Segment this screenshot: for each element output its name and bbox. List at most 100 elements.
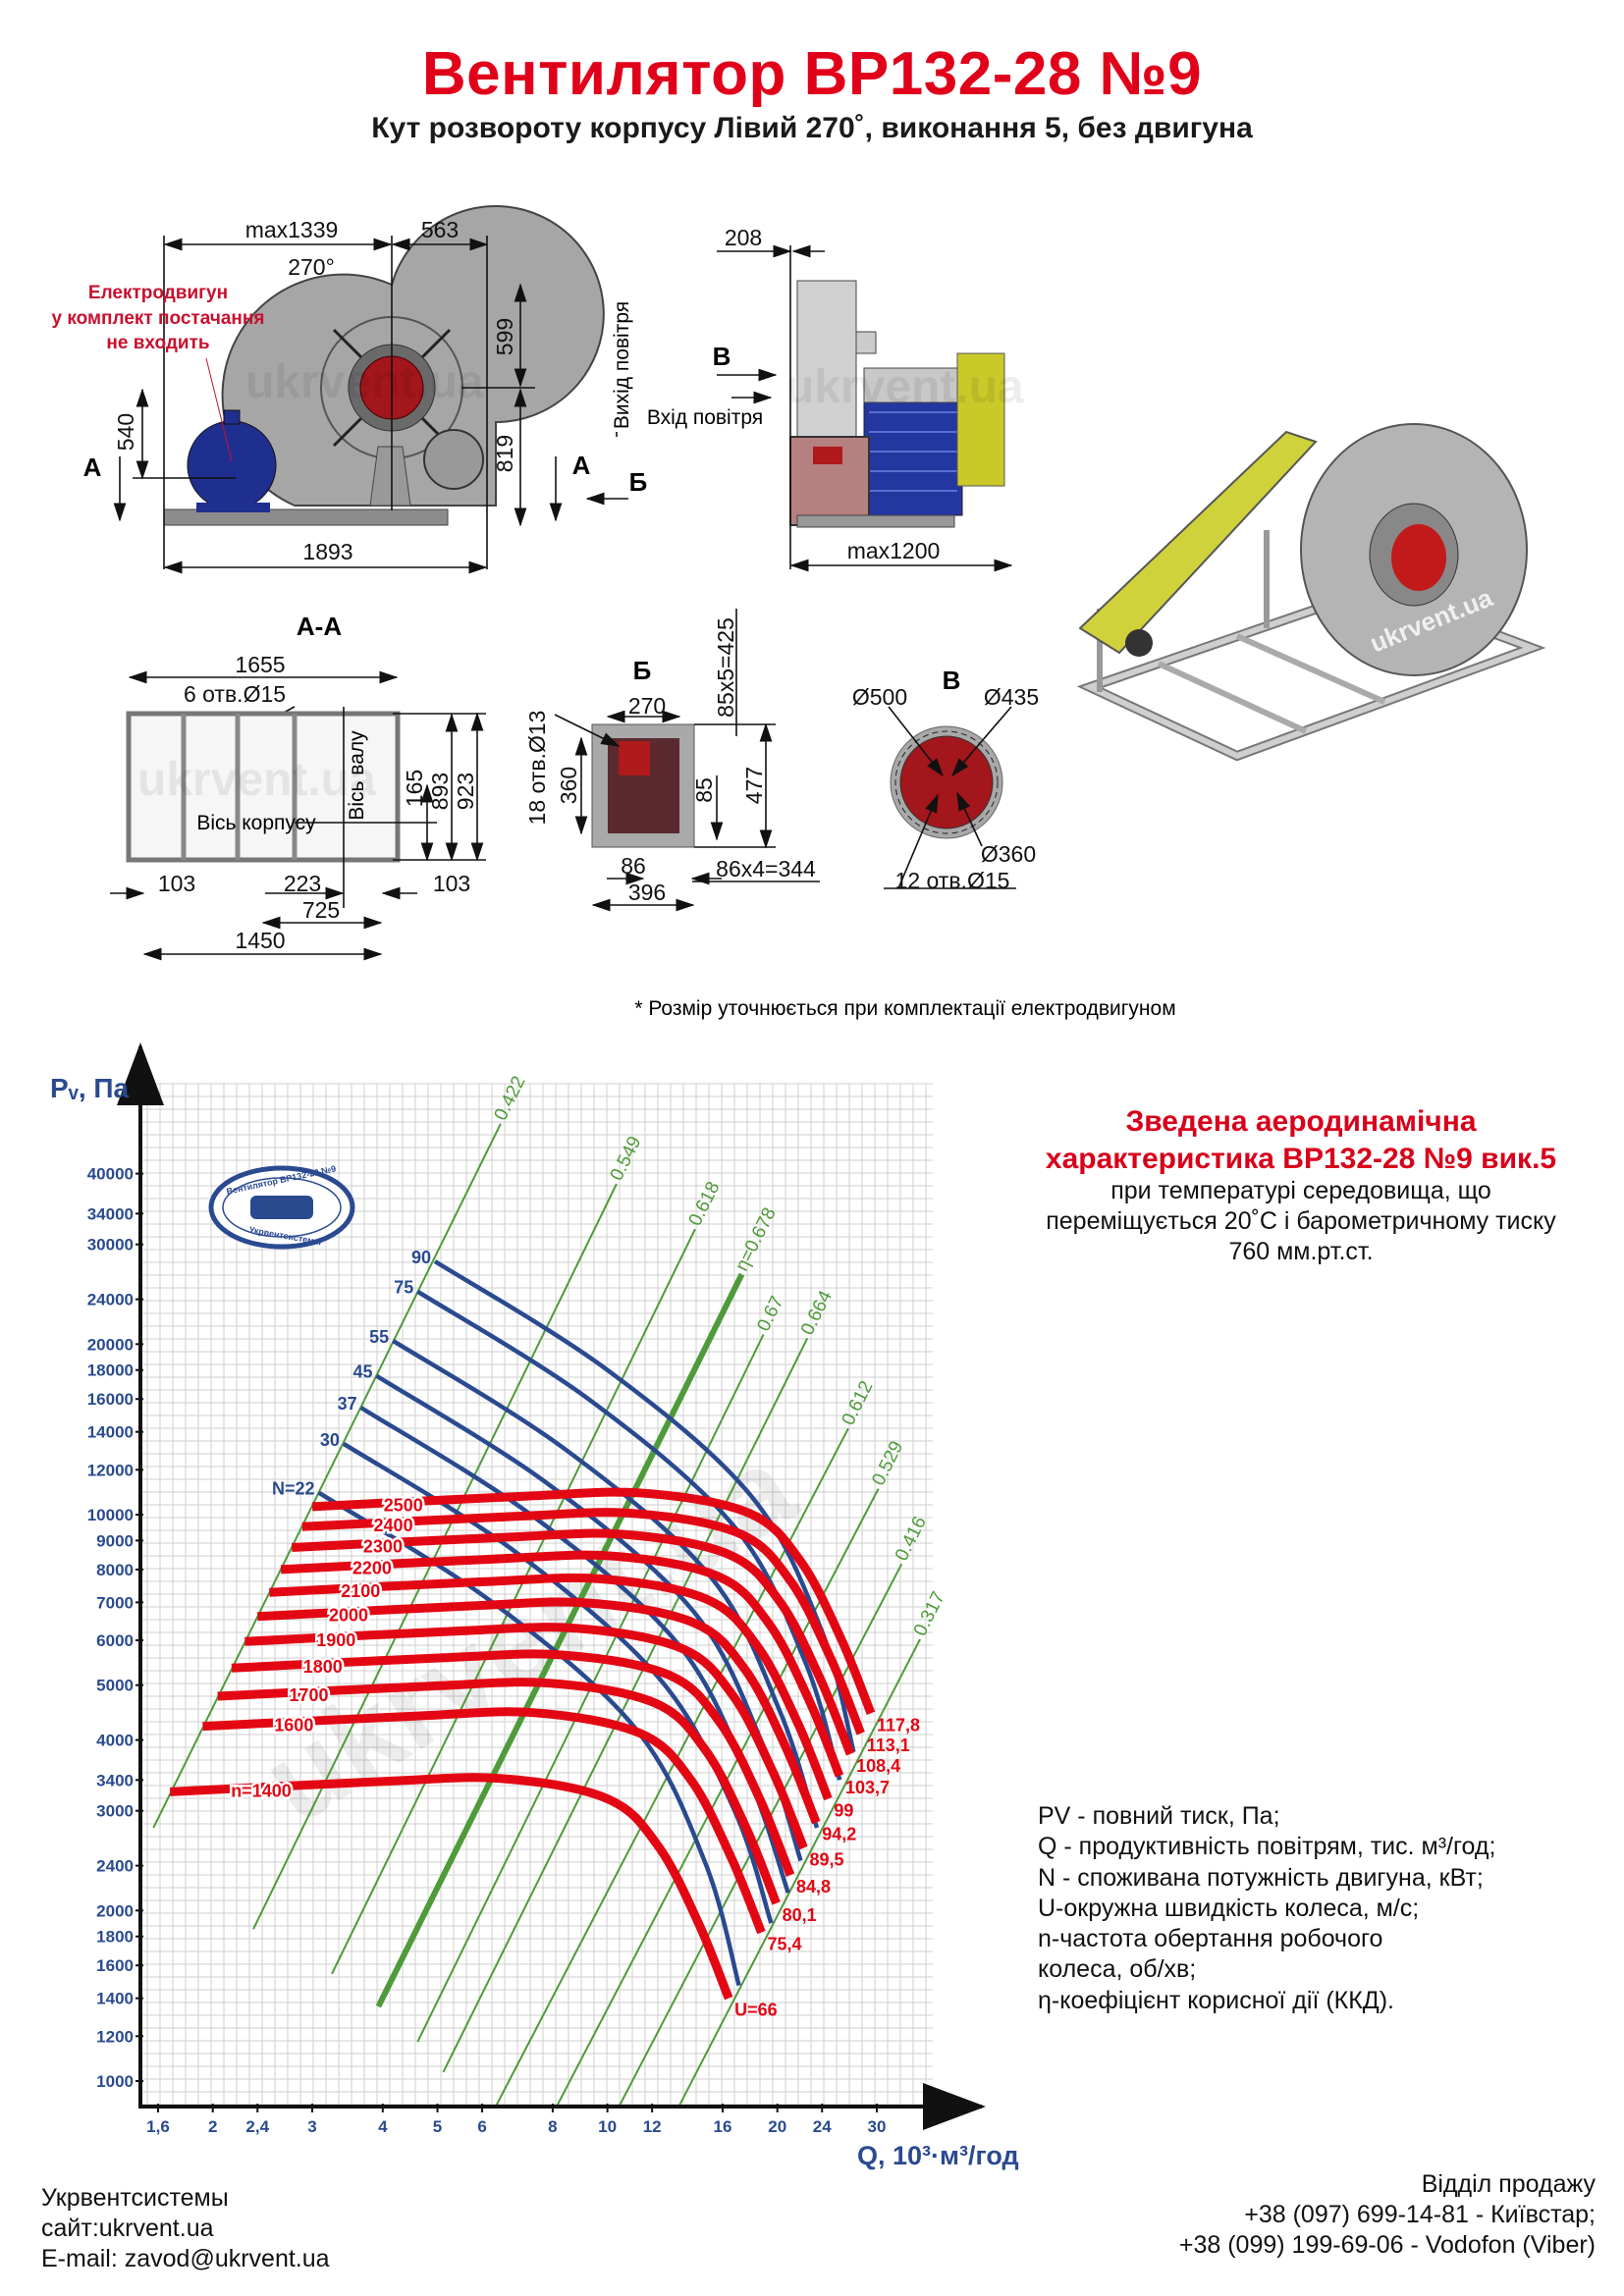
tip-speed-label: 89,5: [809, 1849, 843, 1869]
dim-85: 85: [691, 777, 717, 803]
speed-curve-label: 2400: [374, 1516, 413, 1535]
y-tick-label: 30000: [87, 1236, 134, 1255]
section-a-left: А: [83, 453, 102, 482]
chart-conditions-line: 760 мм.рт.ст.: [1228, 1238, 1374, 1265]
speed-curve: [169, 1773, 733, 2001]
legend-item: U-окружна швидкість колеса, м/с;: [1038, 1894, 1420, 1922]
dim-max1339: max1339: [245, 217, 339, 242]
tip-speed-label: 108,4: [856, 1756, 900, 1776]
side-view-drawing: max1339 563 270° Електродвигун у комплек…: [52, 205, 773, 574]
y-tick-label: 20000: [87, 1335, 134, 1354]
dim-344: 86x4=344: [716, 856, 816, 881]
footer-sales: Відділ продажу +38 (097) 699-14-81 - Киї…: [1179, 2169, 1596, 2261]
speed-curve-label: 1600: [274, 1715, 313, 1735]
dim-396: 396: [628, 880, 666, 905]
inlet-opening: [899, 735, 994, 829]
watermarks: ukrvent.ua ukrvent.ua ukrvent.ua: [137, 356, 1024, 806]
dimension-note: * Розмір уточнюється при комплектації ел…: [634, 997, 1175, 1020]
y-tick-label: 40000: [87, 1165, 134, 1184]
dim-223: 223: [284, 871, 321, 896]
section-aa-drawing: А-А 1655 6 отв.Ø15 Вісь корпусу Вісь вал…: [110, 612, 486, 961]
dim-563: 563: [421, 217, 459, 242]
dim-540: 540: [113, 413, 138, 451]
tip-speed-label: 80,1: [783, 1905, 817, 1925]
x-axis-label: Q, 10³·м³/год: [857, 2141, 1019, 2170]
efficiency-label: 0.416: [892, 1514, 931, 1565]
chart-title-line: характеристика ВР132-28 №9 вик.5: [1045, 1143, 1557, 1175]
legend-item: PV - повний тиск, Па;: [1038, 1802, 1280, 1830]
x-tick-label: 16: [714, 2117, 732, 2136]
speed-curve-label: 2000: [329, 1606, 368, 1626]
dim-103-right: 103: [433, 871, 470, 896]
power-curve: [416, 1289, 842, 1781]
y-tick-label: 3000: [96, 1802, 134, 1821]
power-curve-label: 55: [369, 1327, 389, 1347]
front-view-drawing: 208 В max1200: [713, 225, 1013, 572]
speed-curve-label: 2500: [384, 1496, 423, 1516]
speed-curve: [217, 1678, 781, 1905]
efficiency-line: [252, 1183, 618, 1930]
y-tick-label: 9000: [96, 1531, 134, 1550]
chart-conditions: при температурі середовища, що переміщує…: [982, 1176, 1620, 1267]
power-curve-label: 45: [352, 1362, 372, 1382]
outlet-flange: [423, 429, 484, 490]
company-email[interactable]: E-mail: zavod@ukrvent.ua: [41, 2245, 330, 2272]
view-b-marker: Б: [629, 467, 648, 497]
efficiency-line: [677, 1638, 922, 2106]
speed-curve-label: 1700: [289, 1685, 328, 1705]
x-tick-label: 20: [768, 2117, 786, 2136]
y-tick-label: 6000: [96, 1631, 134, 1650]
chart-title-line: Зведена аеродинамічна: [1125, 1105, 1477, 1138]
speed-curve: [311, 1487, 876, 1715]
chart-conditions-line: при температурі середовища, що: [1110, 1177, 1491, 1204]
dim-923: 923: [453, 773, 478, 810]
base-frame-plan: [126, 711, 401, 863]
y-tick-label: 8000: [96, 1561, 134, 1579]
y-tick-label: 7000: [96, 1593, 134, 1612]
efficiency-line: [375, 1272, 745, 2008]
page-title: Вентилятор ВР132-28 №9: [421, 40, 1203, 108]
sales-phone[interactable]: +38 (099) 199-69-06 - Vodofon (Viber): [1178, 2231, 1596, 2259]
housing-axis-label: Вісь корпусу: [196, 812, 316, 834]
y-tick-label: 18000: [87, 1362, 134, 1380]
y-tick-label: 4000: [96, 1732, 134, 1750]
dim-477: 477: [741, 767, 767, 804]
power-curve-label: 37: [338, 1394, 357, 1414]
x-tick-label: 30: [868, 2117, 887, 2136]
motor-note-line: Електродвигун: [88, 283, 228, 303]
tip-speed-label: 75,4: [767, 1935, 801, 1954]
efficiency-label: 0.317: [910, 1588, 949, 1639]
power-curve: [317, 1490, 741, 1987]
x-tick-label: 1,6: [146, 2117, 170, 2136]
dim-1655: 1655: [235, 652, 285, 677]
watermark: ukrvent.ua: [137, 754, 376, 806]
y-tick-label: 1400: [96, 1990, 134, 2008]
power-curve: [391, 1338, 820, 1829]
manufacturer-stamp: Вентилятор ВР132-28 №9 Укрвентсистемы: [208, 1163, 355, 1250]
power-curve-label: 30: [320, 1430, 340, 1450]
y-tick-label: 10000: [87, 1506, 134, 1524]
efficiency-line: [442, 1337, 809, 2073]
efficiency-line: [556, 1488, 880, 2106]
company-name: Укрвентсистемы: [41, 2184, 229, 2212]
company-website[interactable]: сайт:ukrvent.ua: [41, 2215, 214, 2242]
motor-note: Електродвигун у комплект постачання не в…: [52, 283, 265, 353]
chart-grid: [140, 1083, 933, 2107]
y-tick-label: 3400: [96, 1771, 134, 1789]
dim-425: 85x5=425: [713, 617, 738, 718]
section-a-right: А: [572, 451, 591, 480]
x-tick-label: 24: [813, 2117, 832, 2136]
y-axis-label: Pᵥ, Па: [50, 1073, 130, 1103]
x-tick-label: 10: [598, 2117, 617, 2136]
chart-conditions-line: переміщується 20˚С і барометричному тиск…: [1046, 1207, 1556, 1235]
sales-phone[interactable]: +38 (097) 699-14-81 - Київстар;: [1244, 2201, 1596, 2228]
tip-speed-label: 103,7: [845, 1778, 890, 1797]
legend-item: N - споживана потужність двигуна, кВт;: [1038, 1863, 1484, 1892]
x-tick-label: 4: [378, 2117, 388, 2136]
x-tick-label: 5: [433, 2117, 442, 2136]
sales-heading: Відділ продажу: [1421, 2170, 1596, 2198]
speed-curve: [202, 1707, 766, 1935]
axis-ticks: 1000 1200 1400 1600 1800 2000 2400 3000 3400 4000…: [87, 1165, 887, 2136]
speed-curve-label: 2200: [352, 1559, 392, 1578]
speed-curve-label: 2300: [363, 1536, 403, 1556]
